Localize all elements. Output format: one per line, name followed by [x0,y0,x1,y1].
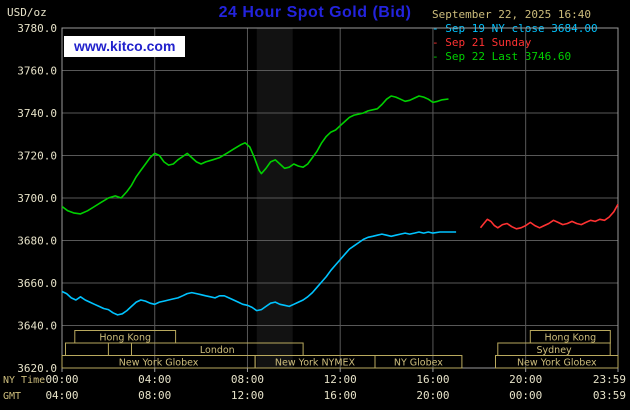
y-tick-label: 3660.0 [17,277,57,290]
y-tick-label: 3700.0 [17,192,57,205]
session-label: New York Globex [517,358,597,369]
x-tick-gmt: 08:00 [138,389,171,402]
session-box [374,355,463,369]
y-axis-units-label: USD/oz [7,6,47,19]
series-line [479,204,619,230]
x-tick-ny: 12:00 [324,373,357,386]
series-line [61,231,457,316]
session-label: Sydney [537,345,573,356]
legend-item-1: - Sep 21 Sunday [432,36,532,49]
x-tick-gmt: 04:00 [45,389,78,402]
session-label: Hong Kong [544,333,596,344]
x-tick-ny: 00:00 [45,373,78,386]
y-tick-label: 3760.0 [17,65,57,78]
chart-title: 24 Hour Spot Gold (Bid) [218,4,412,21]
session-box [65,342,109,356]
session-label: New York NYMEX [275,358,356,369]
series-line [61,95,449,215]
x-tick-ny: 23:59 [593,373,626,386]
session-box [495,355,619,369]
legend-item-2: - Sep 22 Last 3746.60 [432,50,572,63]
y-tick-label: 3680.0 [17,235,57,248]
gmt-axis-label: GMT [3,391,21,402]
y-tick-label: 3620.0 [17,362,57,375]
kitco-watermark-link[interactable]: www.kitco.com [64,36,186,57]
ny-time-axis-label: NY Time [3,375,45,386]
x-tick-gmt: 12:00 [231,389,264,402]
x-tick-gmt: 16:00 [324,389,357,402]
y-tick-label: 3740.0 [17,107,57,120]
y-tick-label: 3640.0 [17,320,57,333]
session-label: New York Globex [119,358,199,369]
y-tick-label: 3780.0 [17,22,57,35]
x-tick-ny: 20:00 [509,373,542,386]
x-tick-ny: 08:00 [231,373,264,386]
chart-datetime: September 22, 2025 16:40 [432,8,591,21]
session-label: Hong Kong [99,333,151,344]
x-tick-ny: 04:00 [138,373,171,386]
x-tick-ny: 16:00 [416,373,449,386]
session-box [74,330,177,344]
session-label: London [200,345,235,356]
x-tick-gmt: 00:00 [509,389,542,402]
x-tick-gmt: 20:00 [416,389,449,402]
session-label: NY Globex [394,358,443,369]
x-tick-gmt: 03:59 [593,389,626,402]
y-tick-label: 3720.0 [17,150,57,163]
